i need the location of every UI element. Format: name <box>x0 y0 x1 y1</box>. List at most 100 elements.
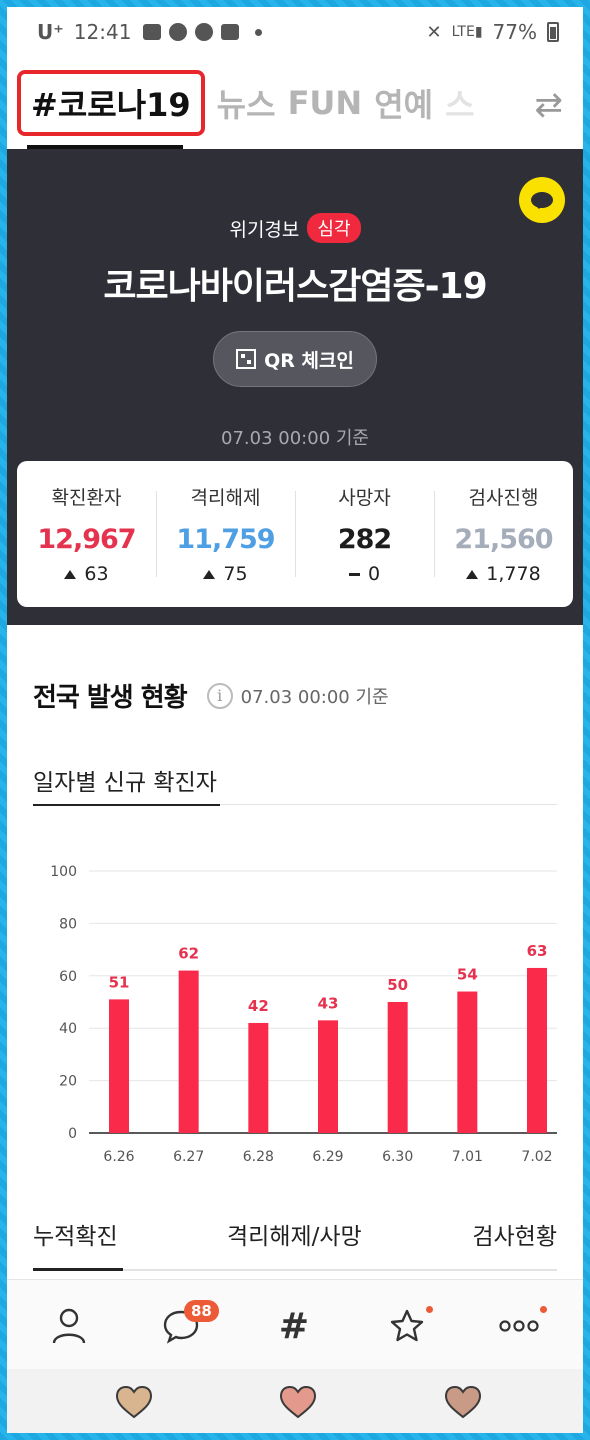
stat-delta-value: 75 <box>223 563 248 585</box>
stat-delta: 75 <box>156 563 295 585</box>
y-tick-label: 60 <box>59 969 77 985</box>
stats-tabs: 누적확진 격리해제/사망 검사현황 <box>33 1217 557 1273</box>
tab-fun[interactable]: FUN <box>287 84 363 122</box>
crisis-alert: 위기경보 심각 <box>7 213 583 243</box>
stat-value: 21,560 <box>454 524 553 555</box>
subtab-active-underline <box>33 804 220 806</box>
section-title: 전국 발생 현황 <box>33 683 188 713</box>
stat-deaths[interactable]: 사망자 282 0 <box>295 483 434 585</box>
stat-delta: 63 <box>17 563 156 585</box>
bar <box>178 970 199 1133</box>
data-label: 42 <box>248 997 269 1015</box>
qr-checkin-button[interactable]: QR 체크인 <box>213 331 377 387</box>
clock: 12:41 <box>73 20 132 44</box>
bar <box>109 999 129 1133</box>
system-navigation-bar <box>7 1369 583 1433</box>
x-tick-label: 6.30 <box>382 1149 413 1165</box>
subtab-daily-new-cases[interactable]: 일자별 신규 확진자 <box>33 770 217 796</box>
stat-confirmed[interactable]: 확진환자 12,967 63 <box>17 483 156 585</box>
carrier-label: U⁺ <box>37 20 64 44</box>
x-tick-label: 7.01 <box>452 1149 483 1165</box>
message-icon <box>143 24 162 40</box>
daily-cases-chart-svg: 0 20 40 60 80 100 51 6.26 62 6.27 42 6.28 43 6.29 50 6.… <box>50 864 557 1165</box>
stat-label: 확진환자 <box>51 487 122 509</box>
tab-testing-status[interactable]: 검사현황 <box>472 1224 557 1250</box>
battery-icon <box>547 22 559 42</box>
stat-delta: 0 <box>295 563 434 585</box>
tab-news[interactable]: 뉴스 <box>216 86 276 124</box>
stat-testing[interactable]: 검사진행 21,560 1,778 <box>434 483 573 585</box>
x-tick-label: 6.27 <box>173 1149 204 1165</box>
notification-icons <box>143 23 263 41</box>
y-tick-label: 0 <box>68 1126 77 1142</box>
alert-level-badge: 심각 <box>307 213 361 243</box>
daily-cases-chart: 0 20 40 60 80 100 51 6.26 62 6.27 42 6.28 43 6.29 50 6.… <box>7 847 583 1187</box>
tab-sports[interactable]: 스 <box>445 86 475 124</box>
nav-favorites[interactable] <box>385 1304 429 1348</box>
stat-released[interactable]: 격리해제 11,759 75 <box>156 483 295 585</box>
x-tick-label: 7.02 <box>521 1149 552 1165</box>
info-icon[interactable]: i <box>206 682 233 709</box>
heart-icon-center[interactable] <box>279 1385 317 1419</box>
kakao-share-button[interactable] <box>519 177 565 223</box>
stat-label: 격리해제 <box>190 487 261 509</box>
y-tick-label: 80 <box>59 916 77 932</box>
hero-title: 코로나바이러스감염증-19 <box>103 266 487 307</box>
stat-label: 사망자 <box>338 487 391 509</box>
tabs-active-underline <box>33 1268 123 1271</box>
tabs-divider <box>33 1269 557 1271</box>
stat-value: 12,967 <box>37 524 136 555</box>
y-tick-label: 100 <box>50 864 77 880</box>
bar <box>248 1022 269 1133</box>
app-screen: U⁺ 12:41 ✕ LTE▮ 77% #코로나19 뉴스 FUN 연예 스 ⇄ <box>7 7 583 1433</box>
nav-profile[interactable] <box>47 1304 91 1348</box>
nav-hashtag[interactable]: # <box>272 1304 316 1348</box>
active-tab-underline <box>27 145 183 149</box>
x-tick-label: 6.28 <box>243 1149 274 1165</box>
subtab-divider <box>33 804 557 805</box>
chat-count-badge: 88 <box>184 1300 219 1322</box>
tab-cumulative-confirmed[interactable]: 누적확진 <box>33 1224 118 1250</box>
tab-entertainment[interactable]: 연예 <box>374 86 434 124</box>
more-new-dot <box>540 1306 547 1313</box>
chat-bubble-icon <box>163 1310 199 1344</box>
bar <box>457 991 478 1133</box>
more-notifications-icon <box>255 28 263 36</box>
stat-label: 검사진행 <box>468 487 539 509</box>
heart-icon-left[interactable] <box>115 1385 153 1419</box>
nav-chat[interactable] <box>159 1304 203 1348</box>
nav-more[interactable] <box>497 1304 541 1348</box>
data-label: 50 <box>387 976 408 994</box>
x-tick-label: 6.29 <box>312 1149 343 1165</box>
data-label: 54 <box>457 966 478 984</box>
speech-bubble-icon <box>531 192 553 209</box>
qr-checkin-label: QR 체크인 <box>264 349 354 372</box>
tab-covid19[interactable]: #코로나19 <box>17 70 205 136</box>
hero-as-of-date: 07.03 00:00 기준 <box>221 428 369 449</box>
swap-arrows-icon[interactable]: ⇄ <box>534 85 564 125</box>
top-navigation: #코로나19 뉴스 FUN 연예 스 ⇄ <box>7 57 583 149</box>
heart-icon-right[interactable] <box>444 1385 482 1419</box>
qr-code-icon <box>236 349 257 369</box>
stats-card: 확진환자 12,967 63 격리해제 11,759 75 사망자 282 0 … <box>17 461 573 607</box>
stat-delta-value: 0 <box>367 563 381 585</box>
tab-released-deaths[interactable]: 격리해제/사망 <box>227 1224 362 1250</box>
section-as-of-date: 07.03 00:00 기준 <box>240 686 389 708</box>
kakaotalk-icon <box>169 23 188 41</box>
data-label: 63 <box>527 942 548 960</box>
y-tick-label: 20 <box>59 1074 77 1090</box>
status-bar: U⁺ 12:41 ✕ LTE▮ 77% <box>7 7 583 57</box>
national-status-header: 전국 발생 현황 i 07.03 00:00 기준 <box>33 677 389 714</box>
person-icon <box>52 1308 86 1344</box>
data-label: 62 <box>178 945 199 963</box>
favorites-new-dot <box>426 1306 433 1313</box>
more-dots-icon <box>499 1320 539 1332</box>
hashtag-icon: # <box>278 1305 310 1347</box>
lte-signal-icon: LTE▮ <box>451 24 483 40</box>
star-icon <box>390 1309 424 1342</box>
bottom-navigation: 88 # <box>7 1279 583 1369</box>
data-label: 51 <box>109 973 130 991</box>
battery-percent: 77% <box>492 20 537 44</box>
up-arrow-icon <box>64 569 77 579</box>
stat-value: 282 <box>337 524 392 555</box>
